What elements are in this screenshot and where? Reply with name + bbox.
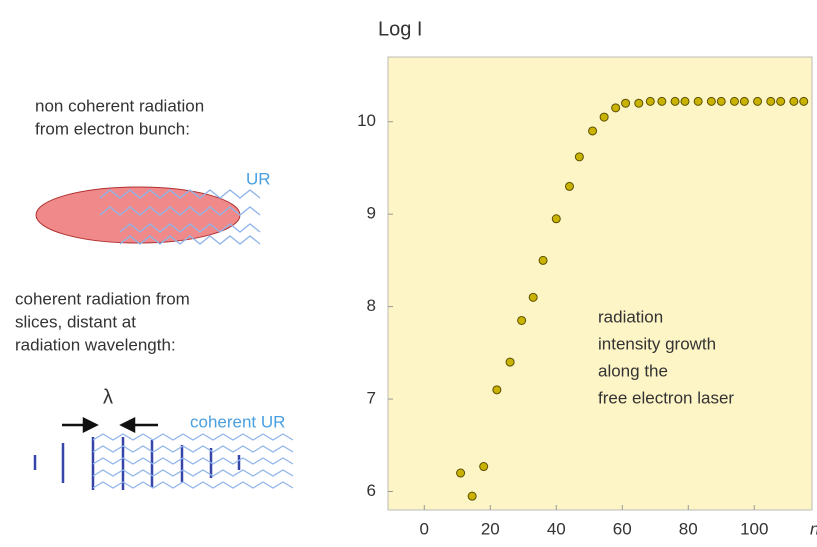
diagram-text: slices, distant at xyxy=(15,312,136,331)
point xyxy=(528,292,538,302)
point xyxy=(574,152,584,162)
y-tick-label: 10 xyxy=(357,111,376,130)
point xyxy=(693,96,703,106)
y-axis-label: Log I xyxy=(378,18,422,40)
y-tick-label: 8 xyxy=(367,296,376,315)
lambda: λ xyxy=(103,386,113,408)
point xyxy=(729,96,739,106)
point xyxy=(456,468,466,478)
y-tick-label: 6 xyxy=(367,481,376,500)
point xyxy=(753,96,763,106)
diagram-text: non coherent radiation xyxy=(35,96,204,115)
plot-area xyxy=(387,56,813,511)
diagram-text: radiation wavelength: xyxy=(15,335,176,354)
coherent-waves xyxy=(92,433,294,489)
annotation: free electron laser xyxy=(598,388,734,407)
x-tick-label: 60 xyxy=(613,519,632,538)
annotation: radiation xyxy=(598,307,663,326)
waves xyxy=(99,189,261,245)
point xyxy=(621,98,631,108)
point xyxy=(706,96,716,106)
point xyxy=(645,96,655,106)
point xyxy=(776,96,786,106)
x-tick-label: 100 xyxy=(740,519,768,538)
x-tick-label: 20 xyxy=(481,519,500,538)
point xyxy=(538,255,548,265)
point xyxy=(564,181,574,191)
point xyxy=(789,96,799,106)
y-tick-label: 7 xyxy=(367,389,376,408)
point xyxy=(657,96,667,106)
slices xyxy=(33,437,241,490)
point xyxy=(611,103,621,113)
point xyxy=(492,385,502,395)
y-tick-label: 9 xyxy=(367,204,376,223)
point xyxy=(799,96,809,106)
diagram-text: coherent UR xyxy=(190,412,285,431)
point xyxy=(588,126,598,136)
x-tick-label: 80 xyxy=(679,519,698,538)
arrows xyxy=(62,416,158,434)
point xyxy=(634,98,644,108)
diagram-text: from electron bunch: xyxy=(35,119,190,138)
point xyxy=(517,315,527,325)
point xyxy=(716,96,726,106)
point xyxy=(670,96,680,106)
x-tick-label: 40 xyxy=(547,519,566,538)
annotation: along the xyxy=(598,361,668,380)
electron-bunch xyxy=(35,186,241,244)
point xyxy=(599,112,609,122)
x-axis-label: n xyxy=(810,519,817,538)
point xyxy=(680,96,690,106)
diagram-text: coherent radiation from xyxy=(15,289,190,308)
point xyxy=(766,96,776,106)
diagram-text: UR xyxy=(246,169,271,188)
point xyxy=(551,214,561,224)
point xyxy=(467,491,477,501)
point xyxy=(739,96,749,106)
annotation: intensity growth xyxy=(598,334,716,353)
x-tick-label: 0 xyxy=(420,519,429,538)
point xyxy=(505,357,515,367)
point xyxy=(479,462,489,472)
